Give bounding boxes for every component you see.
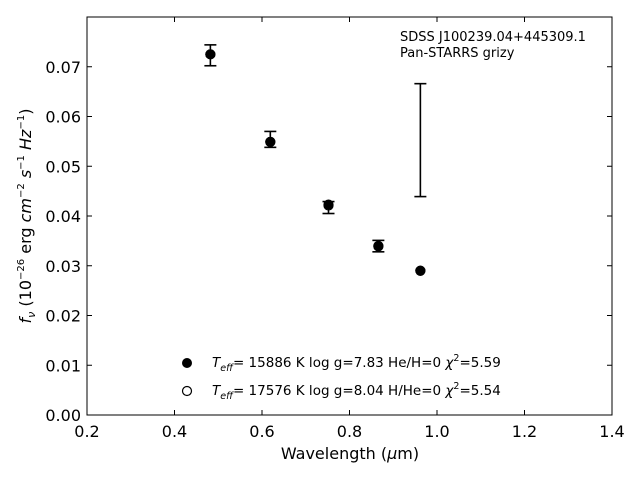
y-tick-label: 0.00 (45, 406, 81, 425)
annotation-object-name: SDSS J100239.04+445309.1 (400, 30, 586, 45)
model-point-filled (323, 199, 334, 210)
model-point-filled (373, 241, 384, 252)
y-tick-label: 0.03 (45, 257, 81, 276)
y-tick-label: 0.05 (45, 157, 81, 176)
x-tick-label: 0.2 (74, 422, 99, 441)
x-tick-label: 1.4 (599, 422, 624, 441)
y-tick-label: 0.06 (45, 108, 81, 127)
legend: Teff= 15886 K log g=7.83 He/H=0 χ2=5.59 … (181, 353, 501, 402)
error-bars (204, 44, 427, 253)
model-point-filled (415, 265, 426, 276)
x-tick-label: 0.8 (337, 422, 362, 441)
y-tick-label: 0.02 (45, 307, 81, 326)
legend-entry-2: Teff= 17576 K log g=8.04 H/He=0 χ2=5.54 (212, 381, 501, 402)
y-axis-label: fν (10−26 erg cm−2 s−1 Hz−1) (16, 109, 38, 324)
annotation-survey: Pan-STARRS grizy (400, 46, 515, 61)
legend-marker-open (181, 385, 193, 397)
y-tick-label: 0.04 (45, 207, 81, 226)
x-axis-ticks: 0.2 0.4 0.6 0.8 1.0 1.2 1.4 (74, 17, 625, 441)
x-tick-label: 0.4 (162, 422, 187, 441)
model-point-filled (205, 49, 216, 60)
x-tick-label: 1.0 (424, 422, 449, 441)
legend-entry-1: Teff= 15886 K log g=7.83 He/H=0 χ2=5.59 (212, 353, 501, 374)
x-tick-label: 1.2 (512, 422, 537, 441)
x-tick-label: 0.6 (249, 422, 274, 441)
model-point-filled (265, 136, 276, 147)
y-tick-label: 0.07 (45, 58, 81, 77)
y-tick-label: 0.01 (45, 356, 81, 375)
y-axis-ticks: 0.00 0.01 0.02 0.03 0.04 0.05 0.06 0.07 (45, 58, 612, 425)
model-markers (205, 49, 426, 276)
legend-marker-filled (182, 358, 192, 368)
x-axis-label: Wavelength (μm) (281, 444, 419, 463)
